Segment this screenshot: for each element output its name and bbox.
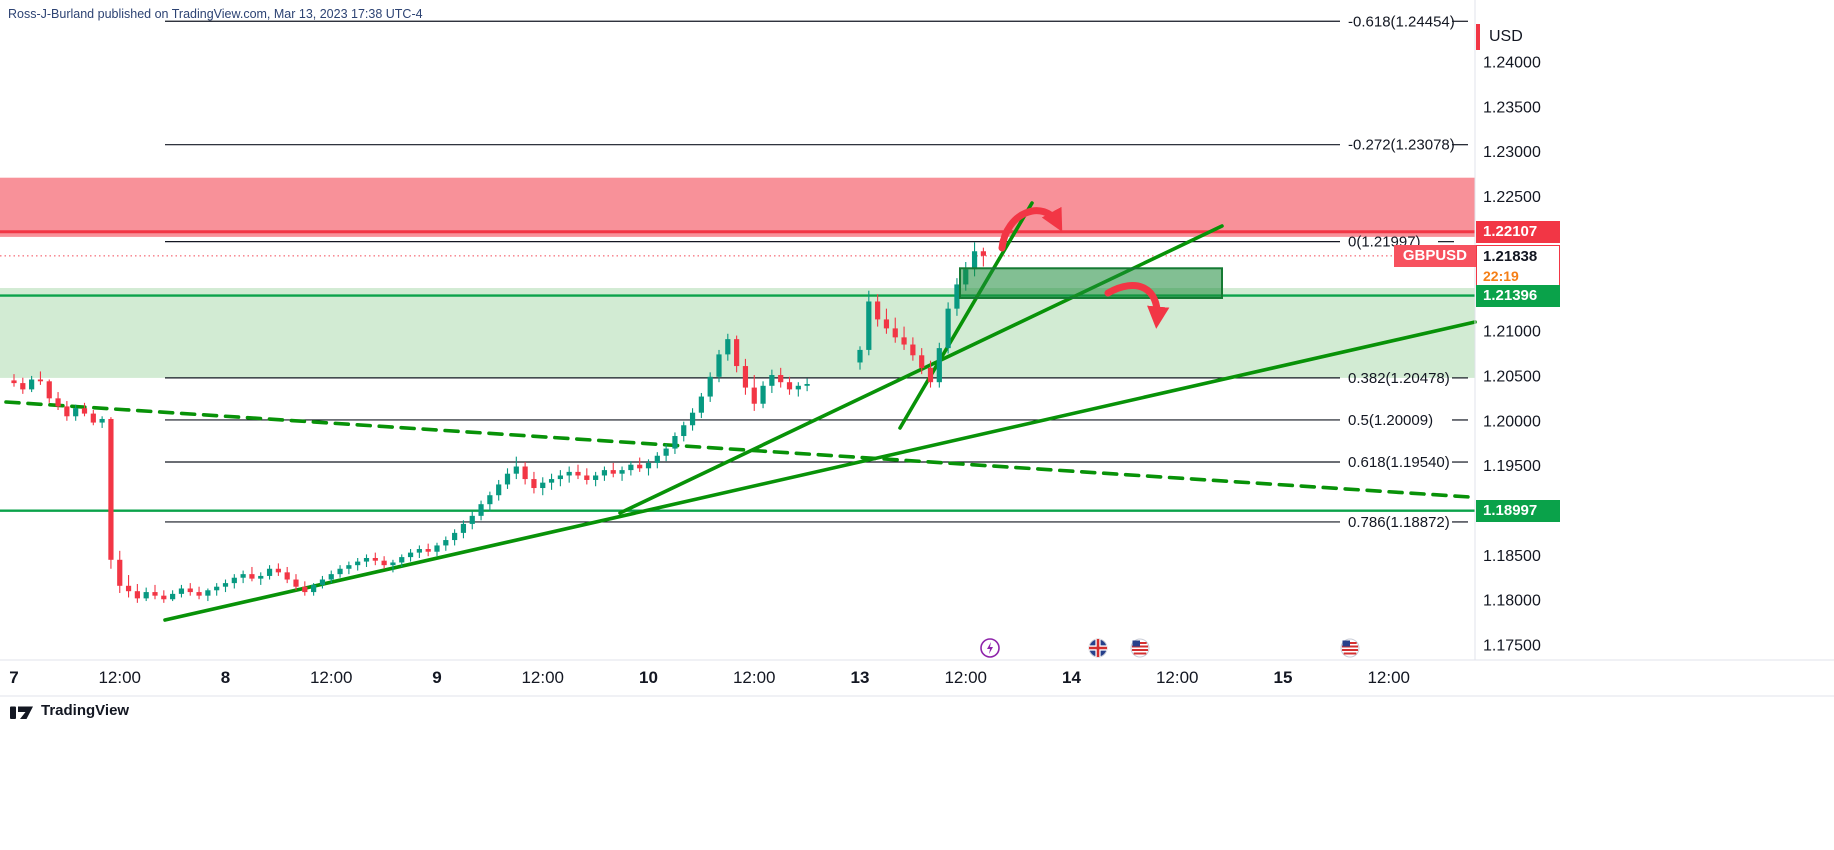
time-tick-1[interactable]: 12:00 [98, 668, 141, 687]
candlestick-series [11, 242, 986, 603]
price-tick-1.18000[interactable]: 1.18000 [1483, 593, 1541, 610]
supply-price-text: 1.22107 [1483, 222, 1538, 240]
currency-label: USD [1476, 24, 1523, 50]
price-label-supply: 1.22107 [1476, 220, 1560, 243]
fib-label-5: 0.618(1.19540) [1348, 454, 1450, 471]
fib-label-6: 0.786(1.18872) [1348, 514, 1450, 531]
price-tick-1.23500[interactable]: 1.23500 [1483, 99, 1541, 116]
price-tick-1.20500[interactable]: 1.20500 [1483, 368, 1541, 385]
price-countdown-box: 1.21838 22:19 [1476, 244, 1560, 287]
attribution-text: Ross-J-Burland published on TradingView.… [8, 7, 423, 21]
time-tick-8[interactable]: 13 [851, 668, 870, 687]
economic-event-us-2-icon[interactable] [1340, 638, 1360, 658]
price-label-support: 1.18997 [1476, 499, 1560, 522]
economic-event-power-icon[interactable] [980, 638, 1000, 658]
time-tick-4[interactable]: 9 [432, 668, 441, 687]
resistance-zone-box[interactable] [959, 267, 1223, 299]
current-price-label: GBPUSD 1.21838 22:19 [1393, 244, 1560, 287]
time-tick-13[interactable]: 12:00 [1367, 668, 1410, 687]
tradingview-logo-icon [10, 706, 33, 719]
time-tick-6[interactable]: 10 [639, 668, 658, 687]
price-tick-1.18500[interactable]: 1.18500 [1483, 548, 1541, 565]
support-price-text: 1.18997 [1483, 501, 1538, 519]
price-label-resistance: 1.21396 [1476, 284, 1560, 307]
economic-event-us-icon[interactable] [1130, 638, 1150, 658]
rejection-arrow-lower[interactable] [1104, 282, 1170, 329]
fib-label-3: 0.382(1.20478) [1348, 370, 1450, 387]
time-tick-3[interactable]: 12:00 [310, 668, 353, 687]
axis-red-marker [1476, 24, 1480, 50]
fib-label-1: -0.272(1.23078) [1348, 137, 1455, 154]
rejection-arrow-upper[interactable] [998, 206, 1063, 252]
tradingview-logo-text: TradingView [41, 702, 130, 719]
symbol-tag: GBPUSD [1393, 244, 1476, 267]
time-tick-2[interactable]: 8 [221, 668, 230, 687]
supply-zone[interactable] [0, 177, 1475, 237]
price-tick-1.23000[interactable]: 1.23000 [1483, 144, 1541, 161]
time-tick-7[interactable]: 12:00 [733, 668, 776, 687]
time-tick-10[interactable]: 14 [1062, 668, 1081, 687]
uptrend-line-steep[interactable] [898, 201, 1034, 430]
economic-event-uk-icon[interactable] [1088, 638, 1108, 658]
uptrend-line-long[interactable] [163, 320, 1477, 622]
price-tick-1.19500[interactable]: 1.19500 [1483, 458, 1541, 475]
tradingview-logo[interactable]: TradingView [10, 702, 129, 719]
currency-text: USD [1489, 28, 1523, 45]
time-tick-9[interactable]: 12:00 [944, 668, 987, 687]
time-tick-11[interactable]: 12:00 [1156, 668, 1199, 687]
price-tick-1.24000[interactable]: 1.24000 [1483, 55, 1541, 72]
time-tick-12[interactable]: 15 [1274, 668, 1293, 687]
fib-label-4: 0.5(1.20009) [1348, 412, 1433, 429]
price-tick-1.22500[interactable]: 1.22500 [1483, 189, 1541, 206]
price-tick-1.20000[interactable]: 1.20000 [1483, 413, 1541, 430]
fib-label-0: -0.618(1.24454) [1348, 13, 1455, 30]
downtrend-dashed-line[interactable] [4, 400, 1472, 499]
bar-countdown-text: 22:19 [1483, 267, 1519, 284]
time-tick-0[interactable]: 7 [9, 668, 18, 687]
price-tick-1.17500[interactable]: 1.17500 [1483, 638, 1541, 655]
time-tick-5[interactable]: 12:00 [521, 668, 564, 687]
last-price-text: 1.21838 [1483, 247, 1538, 265]
price-tick-1.21000[interactable]: 1.21000 [1483, 324, 1541, 341]
resistance-price-text: 1.21396 [1483, 286, 1538, 304]
